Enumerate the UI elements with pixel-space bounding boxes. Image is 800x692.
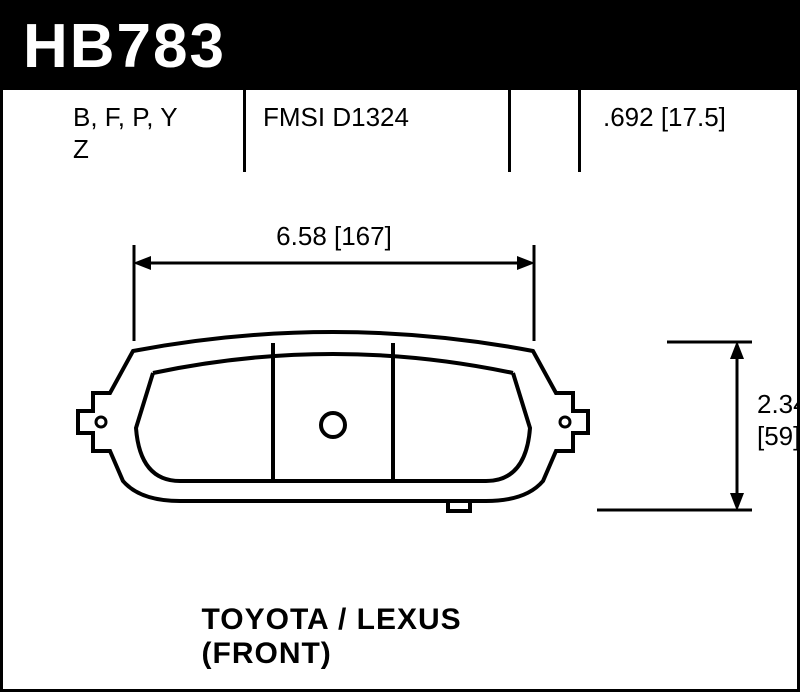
width-value: 6.58 [167] — [271, 221, 397, 252]
height-arrow-svg — [727, 341, 757, 511]
compounds-line1: B, F, P, Y — [73, 102, 178, 133]
spec-sheet: HB783 B, F, P, Y Z FMSI D1324 .692 [17.5… — [0, 0, 800, 692]
part-number: HB783 — [23, 12, 226, 81]
height-value-in: 2.34 — [757, 389, 800, 420]
compounds-line2: Z — [73, 134, 89, 165]
brake-pad-drawing — [98, 333, 578, 533]
divider-3 — [578, 90, 581, 172]
fmsi-code: FMSI D1324 — [263, 102, 409, 133]
height-value-mm: [59] — [757, 421, 800, 452]
divider-2 — [508, 90, 511, 172]
height-dimension: 2.34 [59] — [727, 341, 757, 501]
header-bar: HB783 — [3, 3, 797, 90]
diagram-area: 6.58 [167] — [3, 203, 797, 629]
divider-1 — [243, 90, 246, 172]
specs-row: B, F, P, Y Z FMSI D1324 .692 [17.5] — [3, 90, 797, 200]
thickness-value: .692 [17.5] — [603, 102, 726, 133]
fitment-label: TOYOTA / LEXUS (FRONT) — [202, 603, 599, 671]
